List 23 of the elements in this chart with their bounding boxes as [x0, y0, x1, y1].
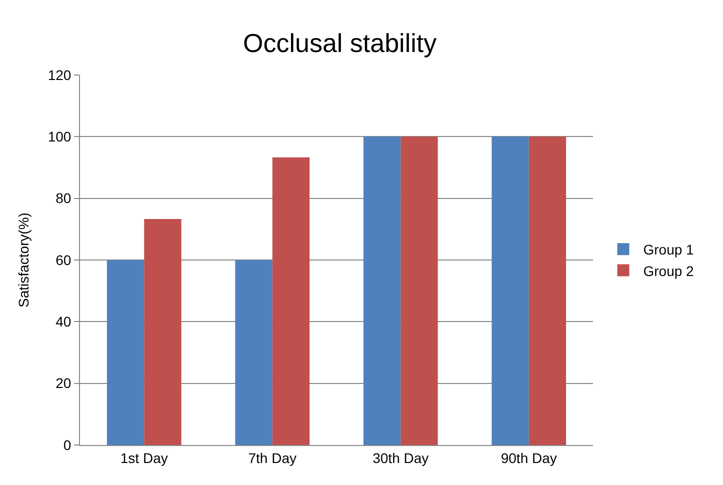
- y-tick-label: 60: [56, 252, 72, 268]
- bar: [235, 260, 272, 445]
- bar: [272, 157, 310, 445]
- x-tick-label: 7th Day: [248, 450, 297, 466]
- x-tick-label: 90th Day: [500, 450, 557, 466]
- bar: [400, 136, 438, 445]
- bar: [492, 136, 529, 445]
- y-tick-label: 80: [56, 190, 72, 206]
- x-tick-label: 30th Day: [372, 450, 429, 466]
- y-tick-label: 20: [56, 375, 72, 392]
- y-axis-title: Satisfactory(%): [15, 212, 32, 308]
- bar: [363, 136, 401, 445]
- y-tick-label: 100: [48, 128, 72, 145]
- legend-label: Group 1: [643, 242, 694, 258]
- bar: [528, 136, 566, 445]
- y-tick-label: 40: [56, 314, 72, 330]
- x-tick-label: 1st Day: [120, 450, 168, 466]
- bar: [144, 218, 182, 445]
- y-tick-label: 120: [48, 66, 72, 83]
- legend-label: Group 2: [643, 262, 694, 279]
- chart-title: Occlusal stability: [242, 28, 437, 58]
- bar: [106, 260, 144, 445]
- y-tick-label: 0: [63, 436, 72, 453]
